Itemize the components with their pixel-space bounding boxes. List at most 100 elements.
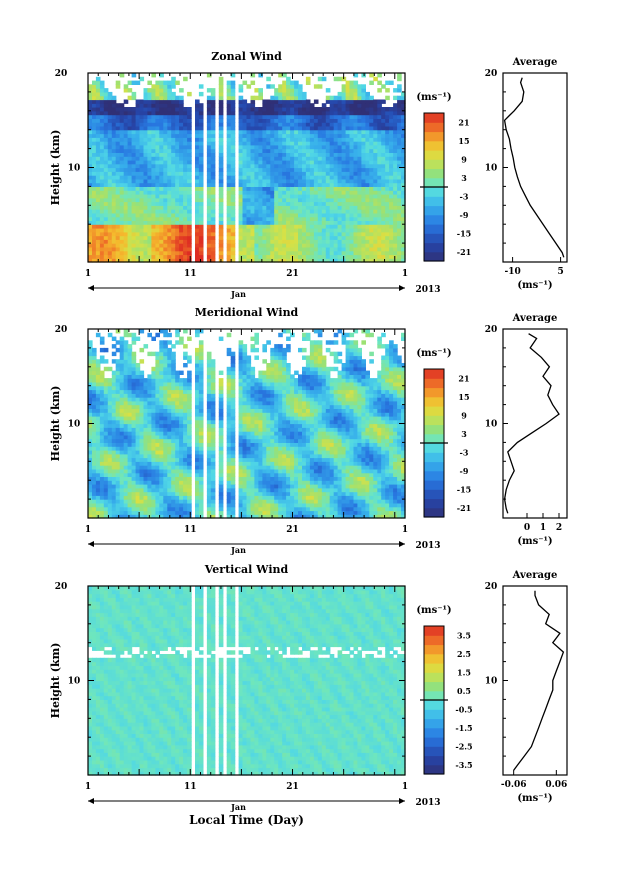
zonal-title: Zonal Wind	[211, 50, 282, 63]
vertical-colorbar-tick-label: 1.5	[457, 667, 471, 677]
vertical-year-label: 2013	[415, 798, 440, 808]
meridional-xtick-label: 21	[286, 525, 299, 535]
zonal-xtick-label: 1	[85, 269, 91, 279]
vertical-colorbar-tick-label: 2.5	[457, 649, 471, 659]
meridional-colorbar-segment	[424, 396, 444, 407]
meridional-colorbar-segment	[424, 461, 444, 472]
zonal-colorbar-segment	[424, 131, 444, 142]
zonal-average-xtick-label: 5	[557, 267, 563, 277]
meridional-colorbar-segment	[424, 369, 444, 379]
meridional-heatmap-cells	[88, 329, 406, 519]
meridional-colorbar-segment	[424, 443, 444, 453]
meridional-average-xtick-label: 0	[524, 523, 530, 533]
meridional-colorbar-segment	[424, 470, 444, 481]
vertical-colorbar-segment	[424, 690, 444, 701]
zonal-colorbar-segment	[424, 242, 444, 253]
meridional-colorbar-tick-label: 3	[461, 429, 467, 439]
vertical-colorbar-segment	[424, 681, 444, 692]
zonal-colorbar-segment	[424, 150, 444, 160]
zonal-colorbar-segment	[424, 205, 444, 216]
meridional-xtick-label: 1	[85, 525, 91, 535]
zonal-colorbar-segment	[424, 177, 444, 188]
meridional-colorbar-segment	[424, 480, 444, 490]
zonal-average-profile: Average 20 10 -10 5 (ms⁻¹)	[485, 57, 568, 291]
meridional-colorbar-segment	[424, 433, 444, 444]
meridional-month-arrow-right	[399, 541, 405, 547]
meridional-colorbar-tick-label: -21	[457, 503, 471, 513]
vertical-colorbar-unit: (ms⁻¹)	[416, 605, 451, 616]
zonal-month-arrow-left	[88, 285, 94, 291]
zonal-colorbar-tick-label: 3	[461, 173, 467, 183]
zonal-xtick-label: 1	[402, 269, 408, 279]
meridional-colorbar-unit: (ms⁻¹)	[416, 348, 451, 359]
vertical-colorbar-segment	[424, 700, 444, 710]
vertical-colorbar-segment	[424, 653, 444, 664]
vertical-colorbar-segment	[424, 672, 444, 683]
meridional-colorbar-segment	[424, 507, 444, 518]
zonal-average-line	[503, 77, 565, 258]
zonal-colorbar: (ms⁻¹) 21 15 9 3 -3 -9 -15 -21	[416, 92, 471, 262]
zonal-colorbar-segment	[424, 113, 444, 123]
vertical-title: Vertical Wind	[204, 563, 289, 576]
meridional-colorbar-segment	[424, 424, 444, 435]
meridional-month-label: Jan	[230, 545, 246, 555]
zonal-colorbar-segment	[424, 251, 444, 262]
zonal-colorbar-tick-label: 21	[458, 117, 469, 127]
vertical-average-line	[513, 590, 565, 771]
meridional-xtick-label: 1	[402, 525, 408, 535]
vertical-average-unit: (ms⁻¹)	[517, 793, 552, 804]
vertical-average-title: Average	[512, 570, 558, 581]
meridional-colorbar-segment	[424, 452, 444, 463]
vertical-heatmap-cells	[88, 586, 406, 776]
meridional-month-arrow-left	[88, 541, 94, 547]
meridional-average-unit: (ms⁻¹)	[517, 536, 552, 547]
meridional-average-line	[503, 333, 560, 514]
meridional-average-title: Average	[512, 313, 558, 324]
meridional-average-xtick-label: 2	[556, 523, 562, 533]
meridional-average-profile: Average 20 10 0 1 2 (ms⁻¹)	[485, 313, 568, 547]
meridional-colorbar-tick-label: -15	[457, 484, 471, 494]
vertical-colorbar-segment	[424, 755, 444, 766]
vertical-xtick-label: 11	[184, 782, 197, 792]
zonal-xtick-label: 11	[184, 269, 197, 279]
vertical-average-xtick-label: 0.06	[545, 780, 567, 790]
zonal-ylabel: Height (km)	[49, 130, 62, 206]
vertical-xtick-label: 21	[286, 782, 299, 792]
zonal-ytick-label-20: 20	[55, 69, 68, 79]
vertical-average-ytick-10: 10	[485, 677, 498, 687]
vertical-colorbar-segment	[424, 626, 444, 636]
meridional-average-xtick-label: 1	[540, 523, 546, 533]
vertical-colorbar-segment	[424, 746, 444, 757]
meridional-colorbar-segment	[424, 489, 444, 500]
meridional-ytick-label-20: 20	[55, 325, 68, 335]
zonal-colorbar-segment	[424, 233, 444, 244]
vertical-xtick-label: 1	[85, 782, 91, 792]
vertical-colorbar: (ms⁻¹) 3.5 2.5 1.5 0.5 -0.5 -1.5 -2.5 -3.5	[416, 605, 473, 775]
zonal-colorbar-tick-label: 15	[458, 136, 469, 146]
vertical-average-xtick-label: -0.06	[501, 780, 527, 790]
vertical-colorbar-segment	[424, 709, 444, 720]
meridional-colorbar-segment	[424, 498, 444, 509]
vertical-colorbar-segment	[424, 644, 444, 655]
meridional-year-label: 2013	[415, 541, 440, 551]
zonal-average-frame	[502, 72, 568, 263]
zonal-average-xtick-label: -10	[504, 267, 520, 277]
zonal-xtick-label: 21	[286, 269, 299, 279]
zonal-average-ytick-20: 20	[485, 69, 498, 79]
zonal-colorbar-segment	[424, 196, 444, 207]
meridional-colorbar-tick-label: -3	[460, 447, 469, 457]
zonal-average-title: Average	[512, 57, 558, 68]
vertical-colorbar-tick-label: -1.5	[455, 723, 472, 733]
zonal-average-ytick-10: 10	[485, 164, 498, 174]
meridional-colorbar-tick-label: 21	[458, 373, 469, 383]
vertical-colorbar-tick-label: -3.5	[455, 760, 472, 770]
vertical-colorbar-segment	[424, 663, 444, 673]
zonal-colorbar-segment	[424, 187, 444, 197]
vertical-colorbar-segment	[424, 718, 444, 729]
zonal-colorbar-tick-label: -15	[457, 228, 471, 238]
meridional-colorbar-tick-label: 9	[461, 410, 467, 420]
